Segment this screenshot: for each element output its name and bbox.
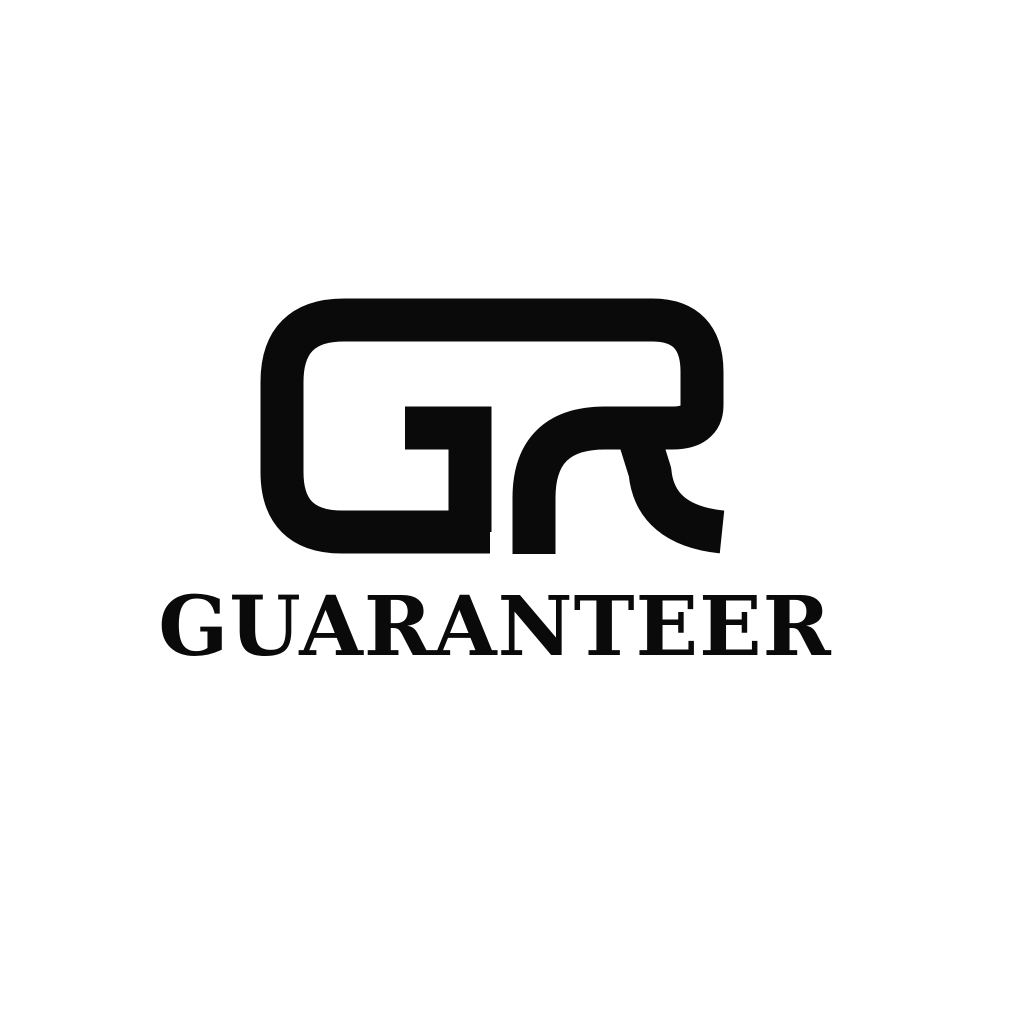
monogram-g-stroke: [260, 298, 500, 554]
monogram-g-spur: [405, 406, 492, 532]
monogram-r-leg: [619, 433, 725, 554]
monogram-r-stroke: [500, 298, 724, 554]
brand-wordmark: GUARANTEER: [158, 579, 832, 675]
